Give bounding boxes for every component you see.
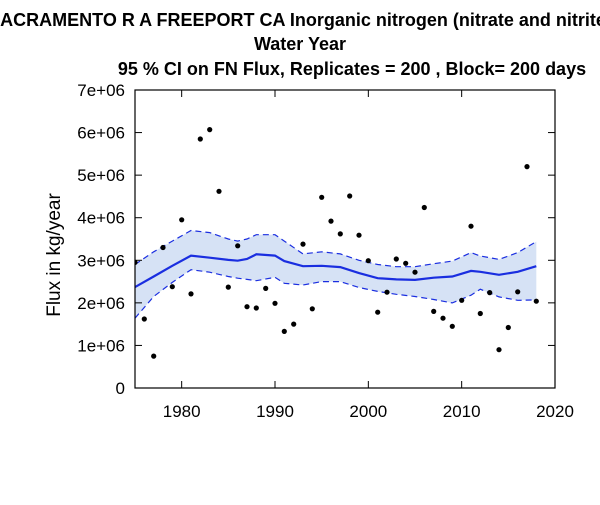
data-point [515,289,521,295]
data-point [468,223,474,229]
y-tick-label: 6e+06 [77,124,125,143]
data-point [440,315,446,321]
x-tick-label: 2020 [536,402,574,421]
chart-title-line-2: Water Year [254,34,346,54]
data-point [384,289,390,295]
y-tick-label: 1e+06 [77,336,125,355]
ci-upper-line [135,229,537,268]
data-point [365,258,371,264]
y-tick-label: 4e+06 [77,209,125,228]
chart-title-line-1: SACRAMENTO R A FREEPORT CA Inorganic nit… [0,10,600,30]
data-point [300,241,306,247]
plot-frame [134,89,556,389]
chart-title-group: SACRAMENTO R A FREEPORT CA Inorganic nit… [0,10,600,79]
data-point [393,256,399,262]
data-point [356,232,362,238]
data-point [244,304,250,310]
data-point [328,218,334,224]
x-axis-ticks: 1980 1990 2000 2010 2020 [163,90,574,421]
data-point [263,285,269,291]
data-point [179,217,185,223]
flow-normalized-flux-line [135,253,537,289]
data-point [459,297,465,303]
data-point [160,244,166,251]
data-point [253,305,259,311]
y-tick-label: 7e+06 [77,81,125,100]
data-point [496,347,502,353]
y-tick-label: 5e+06 [77,166,125,185]
data-point [337,231,343,237]
data-point [216,188,222,194]
data-point [188,291,194,297]
data-point [412,269,418,275]
y-tick-label: 0 [116,379,125,398]
data-point [169,284,175,290]
y-axis-ticks: 0 1e+06 2e+06 3e+06 4e+06 5e+06 6e+06 7e+06 [77,81,555,398]
data-point [272,300,278,306]
confidence-band [135,230,537,319]
data-point [197,136,203,142]
data-point [421,204,427,211]
x-tick-label: 1980 [163,402,201,421]
data-point [309,306,315,312]
data-point [505,324,511,331]
data-point [347,193,353,199]
plot-clipped-group [135,127,539,359]
x-tick-label: 1990 [256,402,294,421]
y-axis-label: Flux in kg/year [44,193,65,317]
data-point [403,260,409,266]
data-point [151,353,157,359]
data-point [449,323,455,329]
ci-lower-line [135,269,537,319]
data-point [291,321,297,327]
x-tick-label: 2000 [349,402,387,421]
data-point [225,284,231,290]
data-point [487,290,493,296]
data-point [524,164,530,170]
data-point [375,309,381,315]
data-point [207,127,213,133]
data-point [477,310,483,317]
data-point [431,308,437,314]
plot-area [134,89,556,389]
data-point [533,298,539,304]
y-tick-label: 3e+06 [77,251,125,270]
data-point [141,316,147,322]
data-point [235,243,241,249]
data-point [319,194,325,200]
chart-title-line-3: 95 % CI on FN Flux, Replicates = 200 , B… [118,59,586,79]
data-point [281,328,287,334]
y-tick-label: 2e+06 [77,294,125,313]
data-point [135,259,138,265]
x-tick-label: 2010 [443,402,481,421]
